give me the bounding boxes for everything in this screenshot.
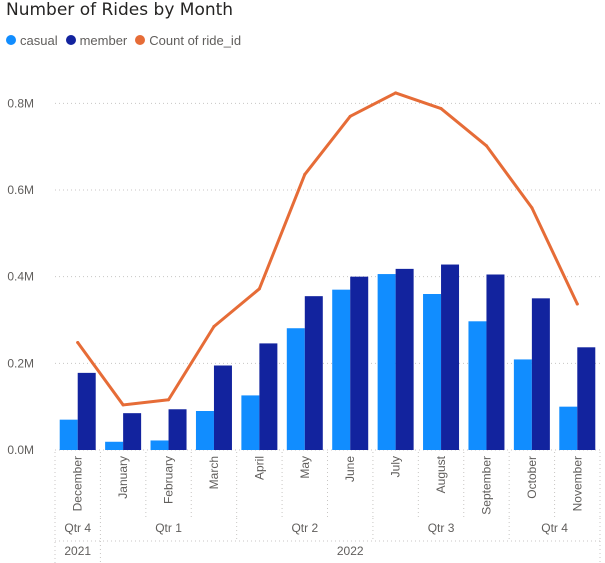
- y-tick-label: 0.6M: [7, 183, 34, 197]
- y-tick-label: 0.4M: [7, 270, 34, 284]
- point-count-april: [257, 287, 261, 291]
- bar-member-april: [259, 343, 278, 450]
- y-tick-label: 0.8M: [7, 96, 34, 110]
- x-tick-label-march: March: [207, 456, 221, 489]
- x-tick-label-january: January: [116, 456, 130, 499]
- legend-label-count: Count of ride_id: [149, 32, 242, 48]
- x-tick-label-november: November: [570, 456, 584, 511]
- bar-casual-october: [513, 359, 532, 450]
- quarter-label: Qtr 2: [291, 521, 318, 535]
- bar-member-december: [77, 372, 96, 450]
- legend-item-count[interactable]: Count of ride_id: [135, 33, 241, 48]
- bar-member-february: [168, 409, 187, 450]
- bar-casual-may: [286, 328, 305, 450]
- point-count-july: [394, 91, 398, 95]
- x-tick-label-july: July: [389, 456, 403, 477]
- bar-casual-august: [423, 294, 442, 450]
- bar-casual-february: [150, 440, 169, 450]
- bar-member-may: [304, 296, 323, 450]
- bar-member-july: [395, 268, 414, 450]
- point-count-march: [212, 325, 216, 328]
- year-label: 2022: [337, 544, 364, 558]
- bar-member-november: [577, 347, 596, 450]
- x-tick-label-october: October: [525, 456, 539, 499]
- point-count-june: [348, 114, 352, 118]
- point-count-january: [121, 403, 125, 407]
- x-tick-label-april: April: [252, 456, 266, 480]
- point-count-september: [484, 144, 488, 148]
- legend-marker-member: [65, 35, 76, 45]
- point-count-february: [167, 398, 171, 402]
- x-tick-label-may: May: [298, 456, 312, 479]
- chart-legend: casual member Count of ride_id: [6, 32, 249, 48]
- bar-member-september: [486, 274, 505, 450]
- line-count-of-ride-id: [76, 91, 579, 407]
- quarter-label: Qtr 3: [428, 521, 455, 535]
- y-tick-label: 0.2M: [7, 356, 34, 370]
- point-count-november: [575, 302, 579, 306]
- legend-marker-count: [135, 35, 146, 45]
- year-label: 2021: [64, 544, 91, 558]
- bar-casual-june: [332, 289, 351, 450]
- legend-item-member[interactable]: member: [65, 32, 128, 48]
- point-count-may: [303, 172, 307, 176]
- bar-casual-april: [241, 395, 260, 450]
- legend-item-casual[interactable]: casual: [6, 33, 58, 48]
- chart-title: Number of Rides by Month: [6, 0, 234, 20]
- legend-label-member: member: [79, 32, 128, 48]
- y-tick-label: 0.0M: [7, 443, 34, 457]
- legend-label-casual: casual: [20, 32, 58, 48]
- quarter-label: Qtr 1: [155, 521, 182, 535]
- x-tick-label-december: December: [71, 456, 85, 511]
- bar-casual-january: [105, 441, 124, 450]
- point-count-october: [530, 206, 534, 210]
- bar-member-august: [441, 264, 460, 450]
- x-tick-label-september: September: [479, 456, 493, 515]
- bar-casual-july: [377, 274, 396, 450]
- bar-member-october: [531, 298, 550, 450]
- bar-casual-march: [195, 411, 214, 450]
- bar-casual-december: [59, 419, 78, 450]
- x-tick-label-june: June: [343, 456, 357, 482]
- bar-casual-november: [559, 406, 578, 450]
- point-count-august: [439, 107, 443, 111]
- x-tick-label-august: August: [434, 455, 448, 493]
- point-count-december: [76, 341, 80, 345]
- quarter-label: Qtr 4: [541, 521, 568, 535]
- x-tick-label-february: February: [162, 456, 176, 504]
- bar-member-june: [350, 276, 369, 450]
- legend-marker-casual: [6, 35, 16, 45]
- bar-member-january: [123, 413, 142, 450]
- bar-member-march: [213, 365, 232, 450]
- bar-casual-september: [468, 321, 487, 450]
- quarter-label: Qtr 4: [64, 521, 91, 535]
